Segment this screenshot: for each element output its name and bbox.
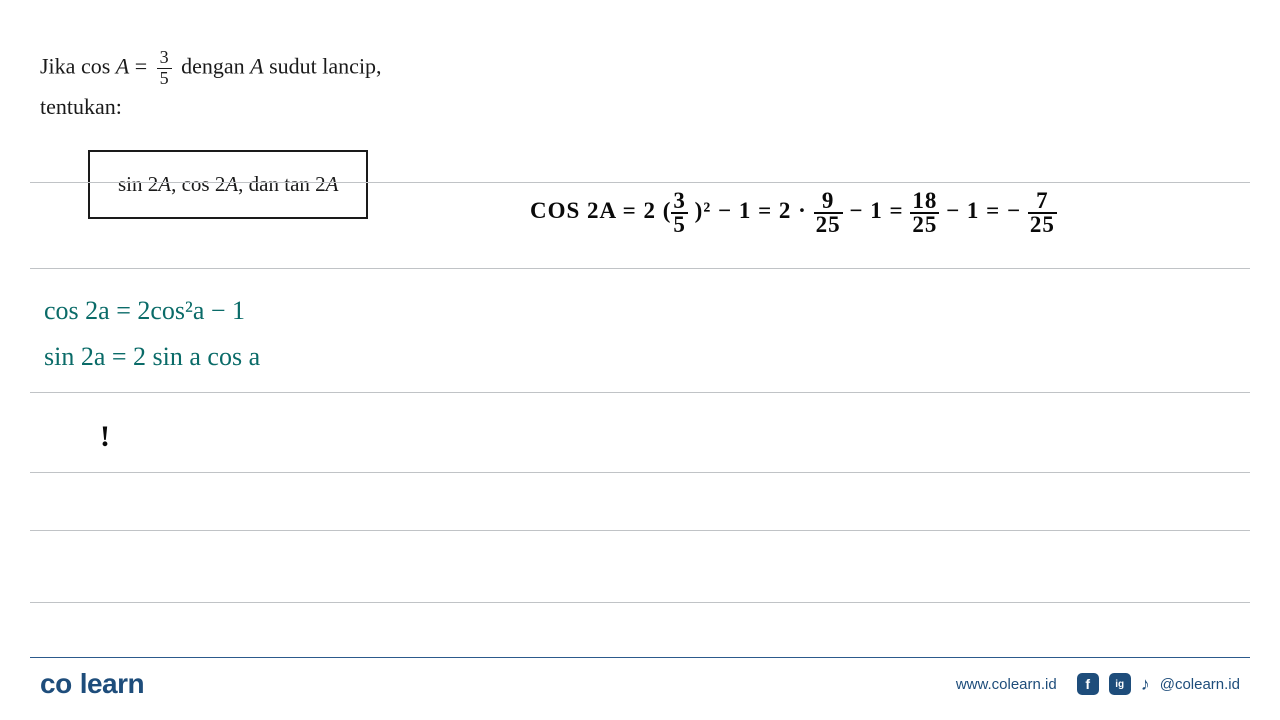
problem-suffix: dengan xyxy=(176,53,251,78)
social-handle[interactable]: @colearn.id xyxy=(1160,676,1240,693)
notebook-lines xyxy=(0,170,1280,670)
handwritten-teal-line1: cos 2a = 2cos²a − 1 xyxy=(44,296,245,326)
ruled-line xyxy=(30,268,1250,269)
hw-mark: ! xyxy=(100,420,110,453)
hw-fraction: 1825 xyxy=(910,190,939,236)
social-icons: f ig ♪ @colearn.id xyxy=(1077,673,1240,695)
footer-url[interactable]: www.colearn.id xyxy=(956,676,1057,693)
handwritten-black-equation: COS 2A = 2 (35 )² − 1 = 2 · 925 − 1 = 18… xyxy=(530,190,1057,236)
footer-divider xyxy=(30,657,1250,659)
problem-statement: Jika cos A = 35 dengan A sudut lancip, t… xyxy=(40,48,1240,124)
handwritten-teal-line2: sin 2a = 2 sin a cos a xyxy=(44,342,260,372)
footer-right: www.colearn.id f ig ♪ @colearn.id xyxy=(956,673,1240,695)
hw-fraction: 925 xyxy=(814,190,843,236)
brand-logo: colearn xyxy=(40,668,144,700)
frac-denominator: 5 xyxy=(157,68,172,89)
tiktok-icon[interactable]: ♪ xyxy=(1141,674,1150,695)
content-area: Jika cos A = 35 dengan A sudut lancip, t… xyxy=(0,0,1280,720)
problem-suffix2: sudut lancip, xyxy=(264,53,382,78)
footer: colearn www.colearn.id f ig ♪ @colearn.i… xyxy=(40,668,1240,700)
hw-text: − 1 = − xyxy=(939,198,1028,223)
hw-fraction: 35 xyxy=(671,190,688,236)
hw-text: COS 2A = 2 ( xyxy=(530,198,671,223)
problem-eq: = xyxy=(129,53,152,78)
hw-fraction: 725 xyxy=(1028,190,1057,236)
ruled-line xyxy=(30,602,1250,603)
hw-text: − 1 = xyxy=(843,198,911,223)
hw-teal1: cos 2a = 2cos²a − 1 xyxy=(44,296,245,325)
problem-var2: A xyxy=(250,53,263,78)
facebook-icon[interactable]: f xyxy=(1077,673,1099,695)
frac-numerator: 3 xyxy=(157,48,172,68)
problem-var1: A xyxy=(116,53,129,78)
ruled-line xyxy=(30,392,1250,393)
hw-teal2: sin 2a = 2 sin a cos a xyxy=(44,342,260,371)
problem-line2: tentukan: xyxy=(40,94,122,119)
problem-fraction: 35 xyxy=(157,48,172,89)
problem-prefix: Jika cos xyxy=(40,53,116,78)
ruled-line xyxy=(30,182,1250,183)
handwritten-mark: ! xyxy=(100,420,110,454)
ruled-line xyxy=(30,530,1250,531)
ruled-line xyxy=(30,472,1250,473)
instagram-icon[interactable]: ig xyxy=(1109,673,1131,695)
hw-text: )² − 1 = 2 · xyxy=(688,198,814,223)
brand-right: learn xyxy=(80,668,144,699)
brand-left: co xyxy=(40,668,72,699)
